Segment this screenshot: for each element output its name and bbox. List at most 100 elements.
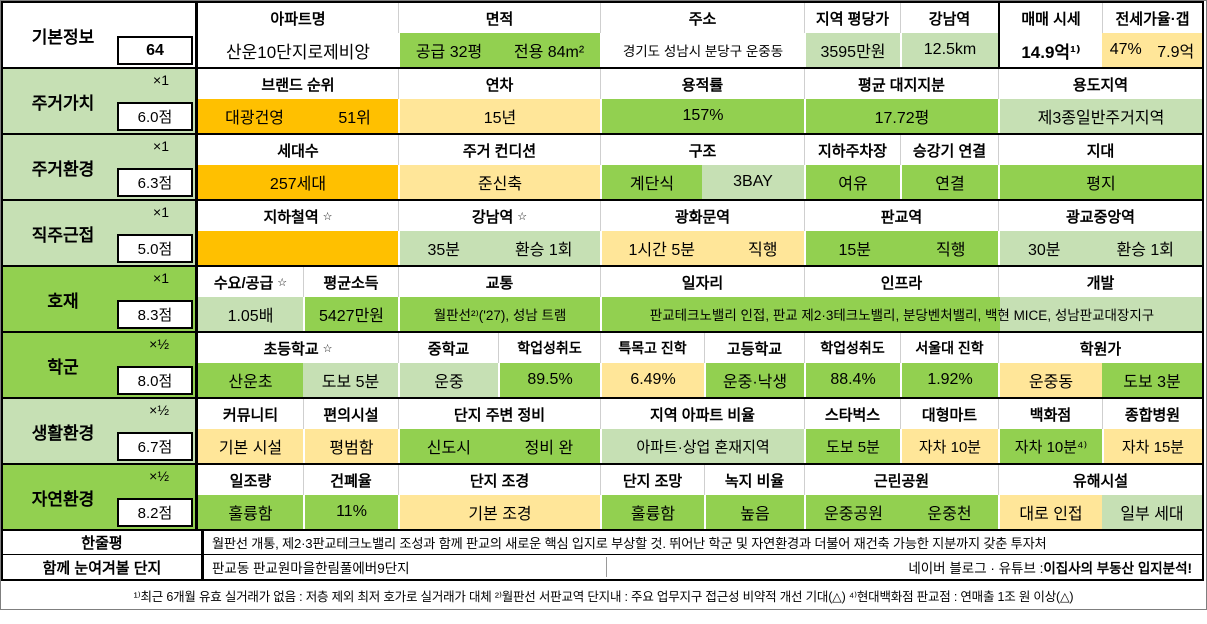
header-gangnam-station: 강남역 ☆ [398, 201, 600, 231]
weight-multiplier: ×1 [153, 72, 169, 88]
row-related-complex: 함께 눈여겨볼 단지 판교동 판교원마을한림풀에버9단지 네이버 블로그 · 유… [3, 555, 1202, 579]
row-school-district: 학군 ×½ 8.0점 초등학교 ☆ 중학교 학업성취도 특목고 진학 고등학교 학… [3, 333, 1202, 399]
header-gangnam-distance: 강남역 [900, 3, 998, 33]
header-parking: 지하주차장 [804, 135, 900, 165]
row-good-news: 호재 ×1 8.3점 수요/공급 ☆ 평균소득 교통 일자리 인프라 개발 1.0… [3, 267, 1202, 333]
value-area: 공급 32평 전용 84m² [398, 33, 600, 67]
score-box: 8.2점 [117, 498, 193, 527]
value-far: 157% [600, 99, 804, 133]
value-elevator: 연결 [900, 165, 998, 199]
header-mart: 대형마트 [900, 399, 998, 429]
weight-multiplier: ×1 [153, 138, 169, 154]
apartment-analysis-table: 기본정보 64 아파트명 면적 주소 지역 평당가 강남역 매매 시세 전세가율… [1, 1, 1204, 581]
header-infra: 인프라 [804, 267, 998, 297]
value-address: 경기도 성남시 분당구 운중동 [600, 33, 804, 67]
header-view: 단지 조망 [600, 465, 704, 495]
score-box: 6.7점 [117, 432, 193, 461]
star-icon: ☆ [517, 210, 528, 223]
category-natural-env: 자연환경 ×½ 8.2점 [3, 465, 196, 529]
value-high-school: 운중·낙생 [704, 363, 804, 397]
value-subway-station [198, 231, 398, 265]
value-hagwon-area: 운중동 [998, 363, 1102, 397]
value-coverage: 11% [303, 495, 398, 529]
header-middle-school: 중학교 [398, 333, 498, 363]
score-box: 6.0점 [117, 102, 193, 131]
value-condition: 준신축 [398, 165, 600, 199]
header-sunlight: 일조량 [198, 465, 303, 495]
header-hazards: 유해시설 [998, 465, 1202, 495]
value-avg-income: 5427만원 [303, 297, 398, 331]
header-gwanghwamun-station: 광화문역 [600, 201, 804, 231]
related-complex-value: 판교동 판교원마을한림풀에버9단지 네이버 블로그 · 유튜브 : 이집사의 부… [202, 555, 1202, 579]
header-high-school: 고등학교 [704, 333, 804, 363]
value-hazard-units: 일부 세대 [1102, 495, 1202, 529]
value-region-price: 3595만원 [804, 33, 900, 67]
value-apt-ratio: 아파트·상업 혼재지역 [600, 429, 804, 463]
header-region-price: 지역 평당가 [804, 3, 900, 33]
category-basic-info: 기본정보 64 [3, 3, 196, 67]
value-jeonse-gap: 47% 7.9억 [1102, 33, 1202, 67]
category-school-district: 학군 ×½ 8.0점 [3, 333, 196, 397]
value-hagwon-distance: 도보 3분 [1102, 363, 1202, 397]
row-commute: 직주근접 ×1 5.0점 지하철역 ☆ 강남역 ☆ 광화문역 판교역 광교중앙역 3… [3, 201, 1202, 267]
header-apartment-name: 아파트명 [198, 3, 398, 33]
value-starbucks: 도보 5분 [804, 429, 900, 463]
value-parking: 여유 [804, 165, 900, 199]
header-elementary: 초등학교 ☆ [198, 333, 398, 363]
header-gwanggyo-station: 광교중앙역 [998, 201, 1202, 231]
value-middle-school: 운중 [398, 363, 498, 397]
row-residential-value: 주거가치 ×1 6.0점 브랜드 순위 연차 용적률 평균 대지지분 용도지역 … [3, 69, 1202, 135]
value-hospital: 자차 15분 [1102, 429, 1202, 463]
header-surroundings: 단지 주변 정비 [398, 399, 600, 429]
header-avg-income: 평균소득 [303, 267, 398, 297]
row-living-env: 생활환경 ×½ 6.7점 커뮤니티 편의시설 단지 주변 정비 지역 아파트 비… [3, 399, 1202, 465]
value-elementary-distance: 도보 5분 [303, 363, 398, 397]
header-landscaping: 단지 조경 [398, 465, 600, 495]
value-land-share: 17.72평 [804, 99, 998, 133]
header-special-high: 특목고 진학 [600, 333, 704, 363]
value-households: 257세대 [198, 165, 398, 199]
related-complex-name: 판교동 판교원마을한림풀에버9단지 [212, 561, 410, 576]
value-gwanggyo-station: 30분 환승 1회 [998, 231, 1202, 265]
value-traffic: 월판선²⁾('27), 성남 트램 [398, 297, 600, 331]
header-convenience: 편의시설 [303, 399, 398, 429]
header-starbucks: 스타벅스 [804, 399, 900, 429]
total-score-box: 64 [117, 36, 193, 65]
value-gwanghwamun-station: 1시간 5분 직행 [600, 231, 804, 265]
header-hagwon: 학원가 [998, 333, 1202, 363]
value-park-name: 운중공원 [804, 495, 901, 529]
value-hazard-road: 대로 인접 [998, 495, 1102, 529]
value-surroundings: 신도시 정비 완 [398, 429, 600, 463]
header-jobs: 일자리 [600, 267, 804, 297]
header-apt-ratio: 지역 아파트 비율 [600, 399, 804, 429]
value-community: 기본 시설 [198, 429, 303, 463]
star-icon: ☆ [322, 342, 333, 355]
header-years: 연차 [398, 69, 600, 99]
value-stream-name: 운중천 [901, 495, 998, 529]
row-one-line-review: 한줄평 월판선 개통, 제2·3판교테크노밸리 조성과 함께 판교의 새로운 핵… [3, 531, 1202, 555]
channel-info: 네이버 블로그 · 유튜브 : 이집사의 부동산 입지분석! [606, 557, 1202, 577]
header-pangyo-station: 판교역 [804, 201, 998, 231]
header-address: 주소 [600, 3, 804, 33]
header-terrain: 지대 [998, 135, 1202, 165]
value-gangnam-station: 35분 환승 1회 [398, 231, 600, 265]
header-supply-demand: 수요/공급 ☆ [198, 267, 303, 297]
header-jeonse-gap: 전세가율·갭 [1102, 3, 1202, 33]
value-structure-bay: 3BAY [702, 165, 804, 199]
star-icon: ☆ [322, 210, 333, 223]
value-zoning: 제3종일반주거지역 [998, 99, 1202, 133]
header-middle-achievement: 학업성취도 [498, 333, 600, 363]
category-commute: 직주근접 ×1 5.0점 [3, 201, 196, 265]
category-label: 기본정보 [31, 27, 95, 47]
header-department-store: 백화점 [998, 399, 1102, 429]
value-terrain: 평지 [998, 165, 1202, 199]
value-middle-achievement: 89.5% [498, 363, 600, 397]
value-snu-admission: 1.92% [900, 363, 998, 397]
value-department-store: 자차 10분⁴⁾ [998, 429, 1102, 463]
one-line-review-label: 한줄평 [3, 531, 202, 554]
weight-multiplier: ×½ [149, 336, 169, 352]
header-brand-rank: 브랜드 순위 [198, 69, 398, 99]
weight-multiplier: ×½ [149, 402, 169, 418]
header-community: 커뮤니티 [198, 399, 303, 429]
header-sale-price: 매매 시세 [998, 3, 1102, 33]
